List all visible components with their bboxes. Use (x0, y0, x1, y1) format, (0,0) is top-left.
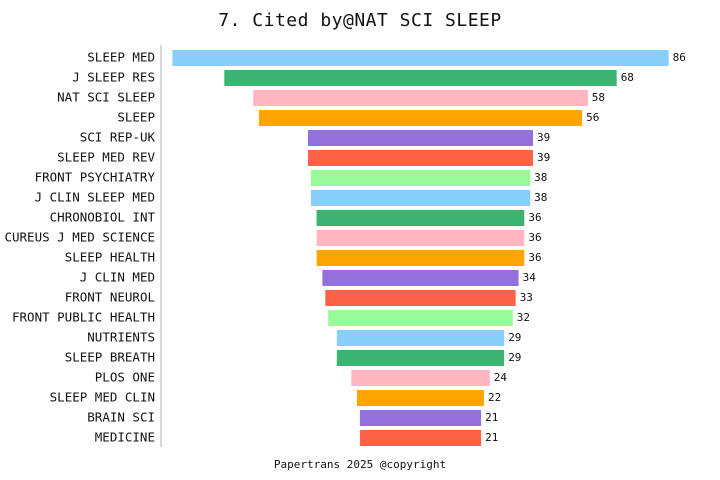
value-label: 38 (534, 191, 547, 204)
value-label: 21 (485, 431, 498, 444)
bar (359, 430, 482, 446)
bar (336, 350, 505, 366)
value-label: 21 (485, 411, 498, 424)
category-label: SCI REP-UK (80, 130, 156, 145)
value-label: 56 (586, 111, 599, 124)
bar (357, 390, 484, 406)
value-label: 38 (534, 171, 547, 184)
category-label: SLEEP MED REV (57, 150, 155, 165)
bar (351, 370, 490, 386)
value-label: 36 (528, 211, 541, 224)
category-label: SLEEP MED (87, 50, 155, 65)
value-label: 58 (592, 91, 605, 104)
copyright-footer: Papertrans 2025 @copyright (273, 458, 447, 471)
category-label: CHRONOBIOL INT (50, 210, 156, 225)
category-label: CUREUS J MED SCIENCE (4, 230, 155, 245)
bars-group (172, 50, 669, 446)
bar (316, 230, 525, 246)
bar (316, 210, 525, 226)
value-label: 39 (537, 131, 550, 144)
value-label: 39 (537, 151, 550, 164)
bar (316, 250, 525, 266)
bar (359, 410, 482, 426)
bar (224, 70, 617, 86)
category-label: J SLEEP RES (72, 70, 155, 85)
value-label: 24 (494, 371, 508, 384)
category-label: J CLIN MED (80, 270, 155, 285)
bar (336, 330, 505, 346)
category-label: NAT SCI SLEEP (57, 90, 155, 105)
bar (310, 170, 531, 186)
category-label: MEDICINE (95, 430, 155, 445)
value-label: 29 (508, 331, 521, 344)
category-label: FRONT PSYCHIATRY (35, 170, 156, 185)
value-label: 36 (528, 251, 541, 264)
value-label: 68 (621, 71, 634, 84)
value-label: 32 (517, 311, 530, 324)
category-label: FRONT PUBLIC HEALTH (12, 310, 155, 325)
bar (172, 50, 669, 66)
category-label: SLEEP BREATH (65, 350, 155, 365)
bar (322, 270, 519, 286)
category-label: FRONT NEUROL (65, 290, 155, 305)
bar (308, 150, 533, 166)
category-label: J CLIN SLEEP MED (35, 190, 155, 205)
bar (325, 290, 516, 306)
bar (308, 130, 533, 146)
value-label: 36 (528, 231, 541, 244)
value-label: 33 (520, 291, 533, 304)
category-label: PLOS ONE (95, 370, 155, 385)
bar (328, 310, 513, 326)
value-label: 86 (673, 51, 686, 64)
value-label: 22 (488, 391, 501, 404)
chart-title: 7. Cited by@NAT SCI SLEEP (218, 10, 502, 31)
bar (253, 90, 588, 106)
value-label: 34 (523, 271, 537, 284)
category-label: NUTRIENTS (87, 330, 155, 345)
category-label: SLEEP HEALTH (65, 250, 155, 265)
category-label: BRAIN SCI (87, 410, 155, 425)
category-label: SLEEP MED CLIN (50, 390, 155, 405)
bar (310, 190, 531, 206)
category-label: SLEEP (117, 110, 155, 125)
bar (258, 110, 582, 126)
category-labels-group: SLEEP MED J SLEEP RES NAT SCI SLEEP SLEEP SC… (4, 50, 155, 445)
value-label: 29 (508, 351, 521, 364)
